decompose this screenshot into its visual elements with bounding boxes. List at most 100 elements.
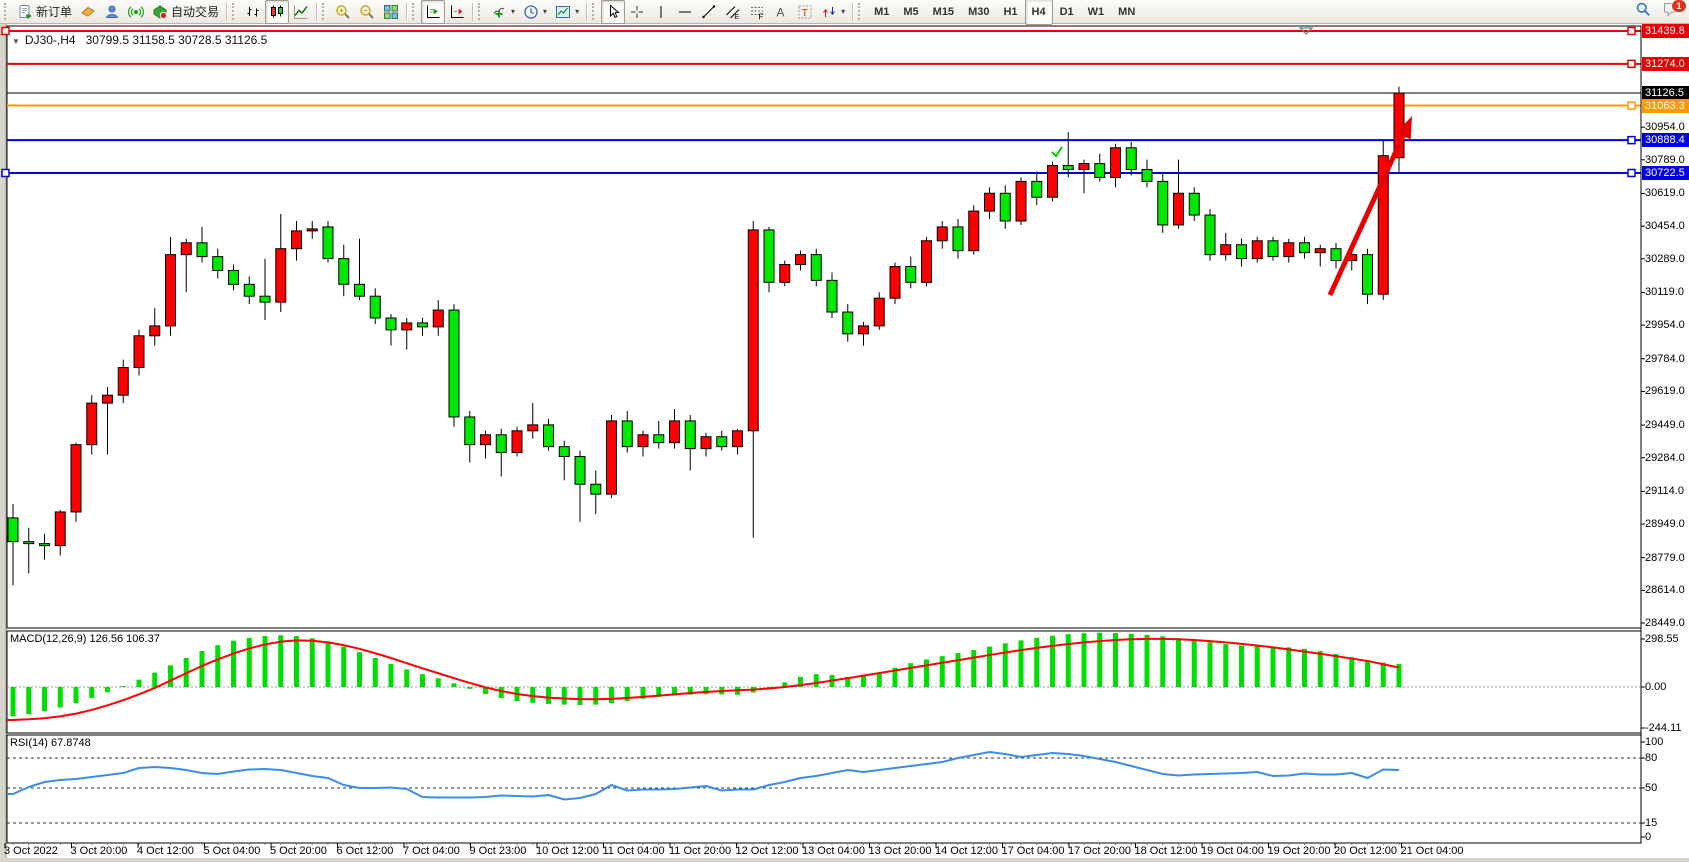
chart-symbol-period: DJ30-,H4 [24,33,76,47]
cursor-icon [605,3,621,20]
tf-m30[interactable]: M30 [961,0,996,25]
signals-icon [128,4,144,20]
new-order-icon [17,4,33,20]
hline-handle-30722.5-right[interactable] [1627,168,1636,178]
rsi-panel[interactable] [6,734,1642,844]
toolbar-separator [586,2,588,21]
tf-h1-label: H1 [1003,5,1018,18]
equidistant-channel-icon: E [725,4,741,20]
hline-handle-31439.8-right[interactable] [1627,26,1636,36]
vertical-line-button[interactable] [649,0,673,24]
toolbar-separator [472,2,474,21]
main-plot[interactable] [6,25,1642,629]
text-icon: A [773,4,789,20]
tile-windows-icon [383,4,399,20]
periods-caret-icon[interactable]: ▾ [543,7,548,16]
tf-m5[interactable]: M5 [896,0,925,25]
trendline-icon [701,4,717,20]
templates-icon [555,4,571,20]
templates-caret-icon[interactable]: ▾ [575,7,580,16]
auto-trading-button[interactable]: 自动交易 [148,0,223,24]
bar-chart-button[interactable] [241,0,265,24]
hline-handle-30888.4-right[interactable] [1627,135,1636,145]
indicators-button[interactable]: ▾ [487,0,519,24]
trendline-button[interactable] [697,0,721,24]
toolbar-grip [412,3,417,20]
arrows-button[interactable]: ▾ [817,0,849,24]
zoom-in-button[interactable] [331,0,355,24]
bar-chart-icon [245,4,261,20]
tf-w1[interactable]: W1 [1081,0,1112,25]
equidistant-channel-button[interactable]: E [721,0,745,24]
hline-handle-31274-right[interactable] [1627,59,1636,69]
new-order-button[interactable]: 新订单 [13,0,76,24]
tf-d1[interactable]: D1 [1053,0,1081,25]
indicators-caret-icon[interactable]: ▾ [511,7,516,16]
candlestick-chart-button[interactable] [265,0,290,24]
tf-h4[interactable]: H4 [1024,0,1053,25]
tf-m15[interactable]: M15 [926,0,961,25]
tf-h1[interactable]: H1 [996,0,1024,25]
zoom-out-button[interactable] [355,0,379,24]
text-label-button[interactable]: T [793,0,817,24]
arrows-icon [821,4,837,20]
svg-text:T: T [802,7,809,19]
tile-windows-button[interactable] [379,0,403,24]
window-bottom-edge [0,858,1689,862]
tf-m1[interactable]: M1 [867,0,896,25]
arrows-caret-icon[interactable]: ▾ [841,7,846,16]
toolbar-right: 1 [1633,0,1687,22]
hline-handle-31439.8-left[interactable] [1,26,10,36]
toolbar-grip [4,3,9,20]
tf-mn-label: MN [1118,5,1136,18]
tf-h4-label: H4 [1031,5,1046,18]
green-tick-marker[interactable] [1051,146,1063,158]
indicators-icon [491,4,507,20]
macd-signal-line [7,637,1400,722]
horizontal-line-button[interactable] [673,0,697,24]
rsi-indicator-label: RSI(14) 67.8748 [10,737,91,749]
toolbar-grip [322,3,327,20]
text-button[interactable]: A [769,0,793,24]
text-label-icon: T [797,4,813,20]
window-left-edge [0,24,6,862]
templates-button[interactable]: ▾ [551,0,583,24]
toolbar-grip [232,3,237,20]
market-depth-button[interactable] [76,0,100,24]
profile-button[interactable] [100,0,124,24]
tf-mn[interactable]: MN [1111,0,1142,25]
crosshair-icon [629,4,645,20]
toolbar-separator [852,2,854,21]
notifications-button[interactable]: 1 [1661,0,1687,22]
fibonacci-button[interactable]: F [745,0,769,24]
signals-button[interactable] [124,0,148,24]
periods-icon [523,4,539,20]
tf-m1-label: M1 [874,5,890,18]
svg-text:E: E [735,14,740,20]
auto-scroll-button[interactable] [421,0,446,24]
profile-icon [104,4,120,20]
periods-button[interactable]: ▾ [519,0,551,24]
macd-indicator-label: MACD(12,26,9) 126.56 106.37 [10,633,160,645]
svg-text:A: A [777,5,785,19]
crosshair-button[interactable] [625,0,649,24]
zoom-in-icon [335,4,351,20]
tf-m30-label: M30 [968,5,990,18]
cursor-button[interactable] [601,0,626,24]
hline-handle-31063.3-right[interactable] [1627,101,1636,110]
search-button[interactable] [1633,2,1653,22]
one-click-collapse-icon[interactable]: ▼ [12,37,20,46]
candlestick-chart-icon [269,4,285,20]
line-chart-icon [293,4,309,20]
trend-arrow[interactable] [1327,116,1412,297]
fibonacci-icon: F [749,4,765,20]
candles [7,86,1405,586]
chart-shift-marker[interactable] [1298,27,1314,35]
chart-shift-button[interactable] [445,0,469,24]
toolbar: 新订单 自动交易 ▾ ▾ ▾ E F A T ▾ M1 M5 M15 M30 H1 H4 D1 W1 MN 1 [0,0,1689,25]
line-chart-button[interactable] [289,0,313,24]
notification-count-badge: 1 [1671,0,1687,13]
hline-handle-30722.5-left[interactable] [1,168,10,178]
auto-trading-icon [152,4,168,20]
